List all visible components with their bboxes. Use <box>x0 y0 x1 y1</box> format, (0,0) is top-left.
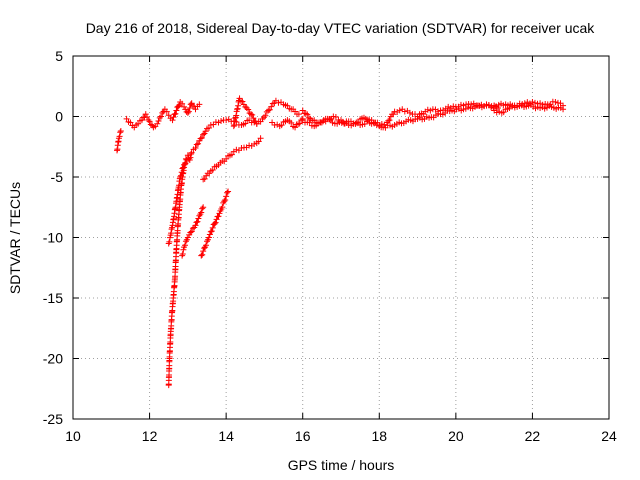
y-tick-label: -5 <box>51 169 64 185</box>
data-marks <box>114 95 567 389</box>
y-tick-label: 5 <box>55 48 63 64</box>
x-tick-label: 14 <box>218 428 234 444</box>
data-point-cluster <box>299 101 501 131</box>
x-tick-label: 18 <box>371 428 387 444</box>
data-point-cluster <box>179 204 207 259</box>
data-point-cluster <box>230 95 302 130</box>
data-point-cluster <box>198 188 232 259</box>
chart-title: Day 216 of 2018, Sidereal Day-to-day VTE… <box>86 20 596 36</box>
x-tick-label: 20 <box>448 428 464 444</box>
y-tick-label: -10 <box>43 230 63 246</box>
x-tick-label: 10 <box>65 428 81 444</box>
axis-ticks: 10 12 14 16 18 20 22 24 5 0 -5 -10 -15 -20 -25 <box>43 48 617 444</box>
x-tick-label: 24 <box>601 428 617 444</box>
data-point-cluster <box>491 100 567 113</box>
grid <box>73 56 609 419</box>
data-point-cluster <box>299 100 498 130</box>
x-tick-label: 22 <box>525 428 541 444</box>
y-tick-label: -15 <box>43 290 63 306</box>
data-point-cluster <box>114 128 124 154</box>
x-tick-label: 16 <box>295 428 311 444</box>
x-axis-label: GPS time / hours <box>288 457 395 473</box>
data-point-cluster <box>123 106 168 131</box>
y-tick-label: -20 <box>43 351 63 367</box>
y-tick-label: -25 <box>43 411 63 427</box>
data-point-cluster <box>165 155 191 247</box>
data-point-cluster <box>165 116 260 389</box>
data-point-cluster <box>269 115 306 131</box>
y-axis-label: SDTVAR / TECUs <box>7 182 23 294</box>
data-point-cluster <box>163 98 203 124</box>
x-tick-label: 12 <box>142 428 158 444</box>
data-point-cluster <box>200 135 264 183</box>
y-tick-label: 0 <box>55 109 63 125</box>
